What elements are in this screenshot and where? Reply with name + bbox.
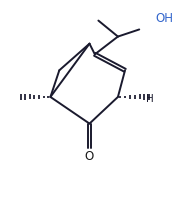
Text: OH: OH (155, 12, 173, 24)
Text: H: H (146, 93, 154, 103)
Text: O: O (85, 149, 94, 162)
